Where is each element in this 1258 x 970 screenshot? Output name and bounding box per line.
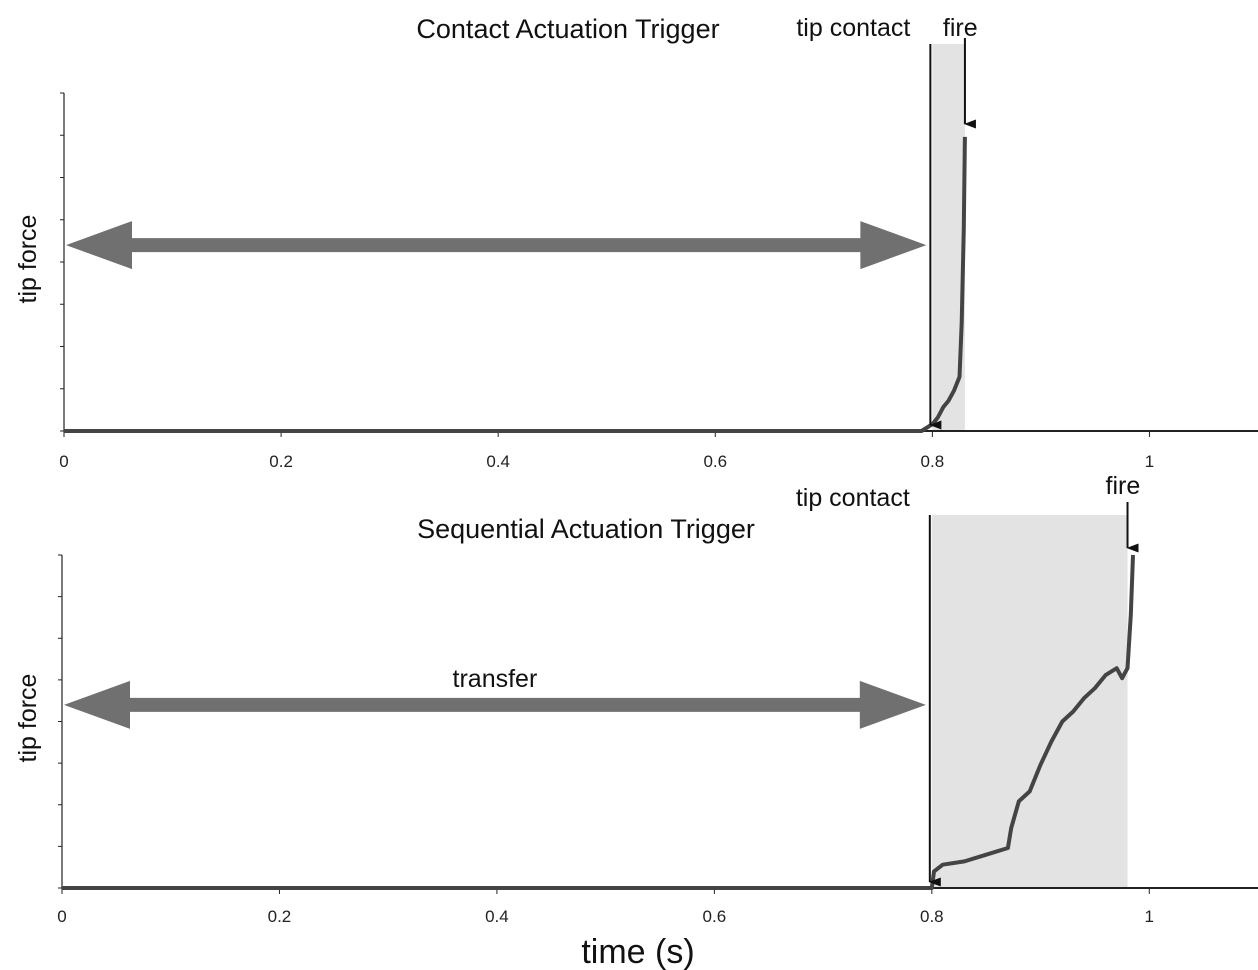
y-axis-label: tip force xyxy=(14,674,42,763)
x-ticks: 0 0.2 0.4 0.6 0.8 1 xyxy=(57,888,1154,926)
x-tick-label: 0.2 xyxy=(269,452,293,471)
tip-contact-label: tip contact xyxy=(796,14,910,42)
x-tick-label: 0.8 xyxy=(920,907,944,926)
x-tick-label: 0.4 xyxy=(485,907,509,926)
tip-force-series xyxy=(64,136,967,433)
x-tick-label: 0.4 xyxy=(486,452,510,471)
chart-title: Contact Actuation Trigger xyxy=(416,14,719,44)
x-tick-label: 1 xyxy=(1145,452,1154,471)
x-tick-label: 0.8 xyxy=(921,452,945,471)
y-ticks xyxy=(58,554,62,889)
contact-window-shading xyxy=(931,515,1128,888)
transfer-arrow-shape xyxy=(64,680,926,729)
transfer-arrow-shape xyxy=(66,221,927,270)
fire-label: fire xyxy=(943,14,978,42)
x-tick-label: 0 xyxy=(57,907,66,926)
contact-actuation-panel: 0 0.2 0.4 0.6 0.8 1 Contact Actuation Trigger… xyxy=(14,14,1258,471)
y-axis-label: tip force xyxy=(14,215,42,304)
x-tick-label: 0.2 xyxy=(268,907,292,926)
x-axis-label: time (s) xyxy=(581,933,694,970)
fire-label: fire xyxy=(1106,472,1141,500)
x-tick-label: 0.6 xyxy=(703,907,727,926)
sequential-actuation-panel: 0 0.2 0.4 0.6 0.8 1 Sequential Actuation Trig… xyxy=(14,472,1258,970)
tip-force-series xyxy=(62,554,1135,890)
y-ticks xyxy=(60,92,64,432)
transfer-label: transfer xyxy=(453,665,538,693)
chart-title: Sequential Actuation Trigger xyxy=(417,514,755,544)
transfer-arrow xyxy=(64,680,926,729)
tip-contact-label: tip contact xyxy=(796,484,910,512)
x-tick-label: 1 xyxy=(1145,907,1154,926)
x-tick-label: 0.6 xyxy=(703,452,727,471)
x-ticks: 0 0.2 0.4 0.6 0.8 1 xyxy=(59,431,1154,471)
transfer-arrow xyxy=(66,221,927,270)
x-tick-label: 0 xyxy=(59,452,68,471)
